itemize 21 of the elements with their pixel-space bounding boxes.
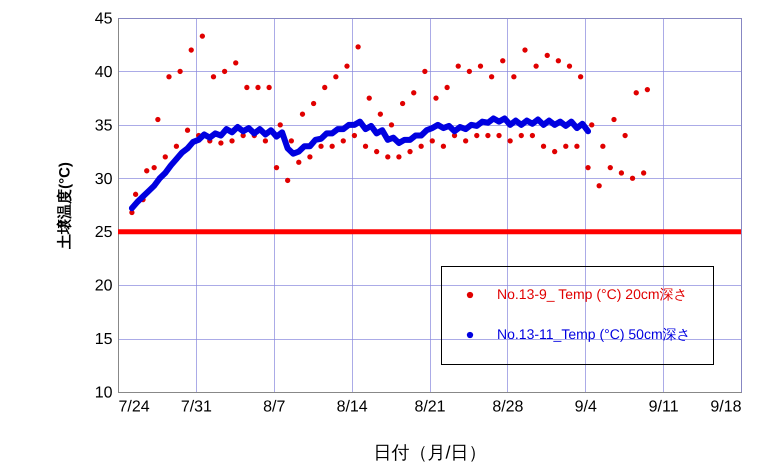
x-tick-label: 8/21 [414,398,446,416]
x-tick-label: 9/11 [648,398,679,416]
x-tick-label: 9/4 [574,398,597,416]
y-tick-label: 40 [94,64,113,81]
y-tick-label: 35 [94,117,113,134]
y-tick-label: 30 [94,170,113,188]
y-tick-label: 10 [94,384,113,402]
x-tick-label: 8/28 [492,398,524,416]
y-tick-label: 45 [94,10,113,28]
x-axis-title: 日付（月/日） [373,442,487,462]
y-tick-label: 25 [94,224,113,242]
x-tick-label: 9/18 [710,398,742,416]
y-tick-label: 15 [94,331,113,348]
x-tick-label: 7/24 [118,398,150,416]
x-tick-label: 8/14 [336,398,368,416]
legend-label: No.13-9_ Temp (°C) 20cm深さ [497,286,688,302]
y-tick-label: 20 [94,278,113,295]
x-tick-label: 7/31 [180,398,212,416]
x-tick-label: 8/7 [263,398,286,416]
y-axis-title: 土壌温度(°C) [56,162,74,250]
legend-label: No.13-11_Temp (°C) 50cm深さ [497,326,691,342]
